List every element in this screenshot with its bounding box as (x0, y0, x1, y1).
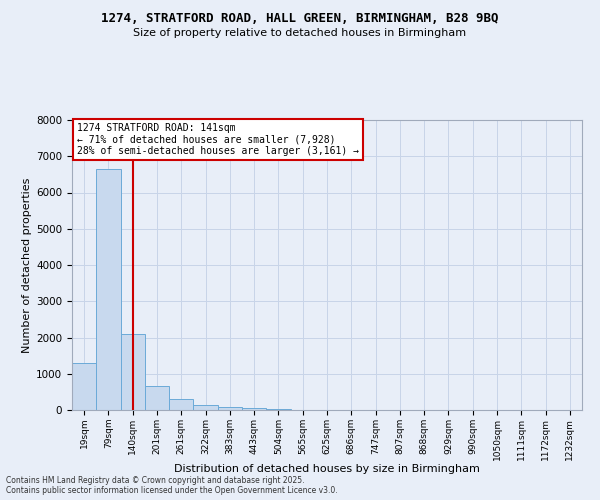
Bar (72, 363, 96, 410)
Bar (193, 406, 218, 410)
Bar (121, 334, 145, 410)
Text: Contains HM Land Registry data © Crown copyright and database right 2025.
Contai: Contains HM Land Registry data © Crown c… (6, 476, 338, 495)
Bar (242, 408, 266, 410)
Bar (218, 408, 242, 410)
Bar (145, 386, 169, 410)
Bar (266, 409, 290, 410)
Bar (96, 169, 121, 410)
X-axis label: Distribution of detached houses by size in Birmingham: Distribution of detached houses by size … (174, 464, 480, 474)
Bar (169, 399, 193, 410)
Text: Size of property relative to detached houses in Birmingham: Size of property relative to detached ho… (133, 28, 467, 38)
Text: 1274 STRATFORD ROAD: 141sqm
← 71% of detached houses are smaller (7,928)
28% of : 1274 STRATFORD ROAD: 141sqm ← 71% of det… (77, 123, 359, 156)
Y-axis label: Number of detached properties: Number of detached properties (22, 178, 32, 352)
Text: 1274, STRATFORD ROAD, HALL GREEN, BIRMINGHAM, B28 9BQ: 1274, STRATFORD ROAD, HALL GREEN, BIRMIN… (101, 12, 499, 26)
